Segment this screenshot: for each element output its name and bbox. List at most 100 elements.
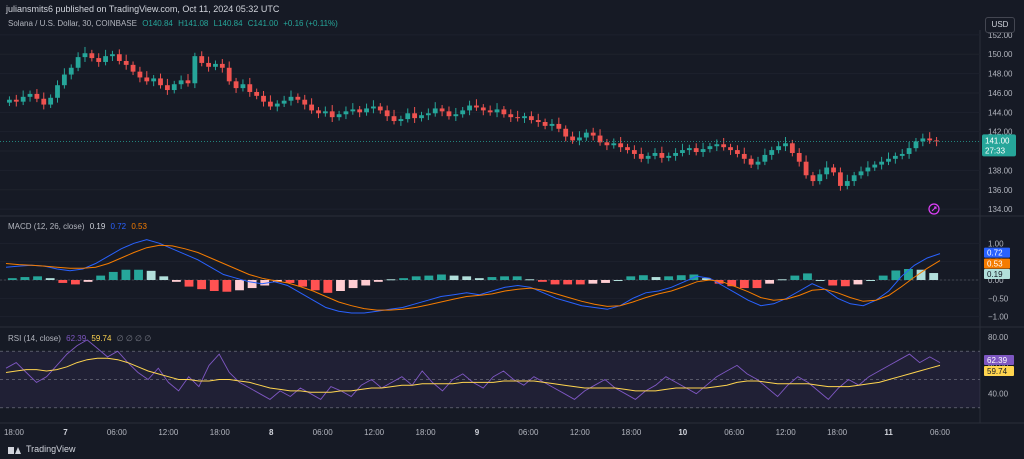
candle-body <box>412 113 418 119</box>
candle-body <box>776 146 782 151</box>
candle-body <box>590 132 596 136</box>
macd-hist-bar <box>197 280 207 290</box>
macd-hist-bar <box>828 280 838 286</box>
candle-body <box>281 100 287 104</box>
candle-body <box>151 78 157 82</box>
candle-body <box>810 175 816 182</box>
macd-hist-bar <box>260 280 270 286</box>
rsi-legend: RSI (14, close) 62.39 59.74 ∅ ∅ ∅ ∅ <box>8 334 154 343</box>
candle-body <box>288 96 294 101</box>
candle-body <box>226 67 232 82</box>
macd-value-badge-label: 0.72 <box>987 249 1003 258</box>
price-tick-label: 148.00 <box>988 70 1013 79</box>
signal-value-badge <box>984 258 1010 269</box>
candle-body <box>261 95 266 102</box>
candle-body <box>446 111 452 117</box>
price-tick-label: 144.00 <box>988 108 1013 117</box>
candle-body <box>920 138 926 142</box>
macd-hist-bar <box>209 280 219 291</box>
candle-body <box>549 123 555 126</box>
candle-body <box>577 137 582 141</box>
candle-body <box>213 63 218 67</box>
candle-body <box>583 132 589 138</box>
macd-hist-bar <box>171 280 181 282</box>
candle-body <box>714 144 720 147</box>
high-value: H141.08 <box>178 19 209 28</box>
candle-body <box>927 138 933 141</box>
candle-body <box>673 152 678 156</box>
macd-hist-bar <box>891 270 901 280</box>
macd-hist-bar <box>512 276 522 280</box>
macd-hist-bar <box>765 280 775 284</box>
macd-hist-bar <box>386 279 396 281</box>
candle-body <box>199 56 205 63</box>
footer-brand: TradingView <box>8 444 76 454</box>
macd-hist-bar <box>638 275 648 280</box>
candle-body <box>789 143 795 153</box>
macd-hist-bar <box>664 276 674 280</box>
candle-body <box>89 53 95 59</box>
macd-hist-bar <box>108 271 118 280</box>
macd-hist-bar <box>803 273 812 280</box>
candle-body <box>343 111 349 115</box>
macd-value: 0.72 <box>110 222 127 231</box>
publish-info: juliansmits6 published on TradingView.co… <box>6 4 280 14</box>
candle-body <box>824 167 830 175</box>
macd-hist-bar <box>714 280 724 284</box>
candle-body <box>707 146 713 150</box>
macd-hist-bar <box>83 280 93 282</box>
macd-hist-bar <box>866 280 875 281</box>
macd-hist-bar <box>399 278 408 280</box>
rsi-value: 62.39 <box>66 334 87 343</box>
macd-hist-bar <box>373 280 383 282</box>
time-tick-label: 11 <box>884 428 893 437</box>
macd-tick-label: 0.00 <box>988 276 1004 285</box>
candle-body <box>693 148 699 153</box>
candle-body <box>322 111 328 114</box>
candle-body <box>27 93 33 97</box>
macd-hist-bar <box>626 276 636 280</box>
candle-body <box>700 149 706 153</box>
candle-body <box>61 74 67 86</box>
candle-body <box>652 152 658 156</box>
candle-body <box>638 153 644 159</box>
macd-legend: MACD (12, 26, close) 0.19 0.72 0.53 <box>8 222 150 231</box>
candle-body <box>542 122 548 126</box>
macd-tick-label: −0.50 <box>988 294 1009 303</box>
candle-body <box>432 108 438 114</box>
price-tick-label: 138.00 <box>988 166 1013 175</box>
macd-hist-bar <box>752 280 762 289</box>
candle-body <box>728 147 733 151</box>
candle-body <box>796 152 802 162</box>
candle-body <box>68 67 74 75</box>
candle-body <box>192 56 198 84</box>
price-tick-label: 134.00 <box>988 205 1013 214</box>
rsi-tick-label: 80.00 <box>988 333 1009 342</box>
rsi-extra: ∅ ∅ ∅ ∅ <box>116 334 152 343</box>
price-tick-label: 152.00 <box>988 31 1013 40</box>
time-tick-label: 12:00 <box>776 428 797 437</box>
candle-body <box>364 108 369 113</box>
candle-body <box>625 147 630 151</box>
candle-body <box>302 99 308 105</box>
candle-body <box>453 114 459 117</box>
macd-hist-bar <box>159 276 169 280</box>
time-tick-label: 06:00 <box>107 428 128 437</box>
candle-body <box>508 114 514 118</box>
macd-hist-bar <box>651 277 661 280</box>
time-tick-label: 06:00 <box>930 428 951 437</box>
price-tick-label: 150.00 <box>988 50 1013 59</box>
candle-body <box>377 106 383 111</box>
candle-body <box>405 113 411 120</box>
macd-hist-bar <box>323 280 333 293</box>
candle-body <box>206 62 211 67</box>
macd-hist-bar <box>449 275 459 280</box>
candle-body <box>316 110 321 114</box>
candle-body <box>48 97 54 105</box>
currency-button[interactable]: USD <box>985 17 1015 33</box>
candle-body <box>268 101 273 107</box>
candle-body <box>96 58 102 62</box>
candle-body <box>803 161 809 176</box>
candle-body <box>831 167 836 173</box>
